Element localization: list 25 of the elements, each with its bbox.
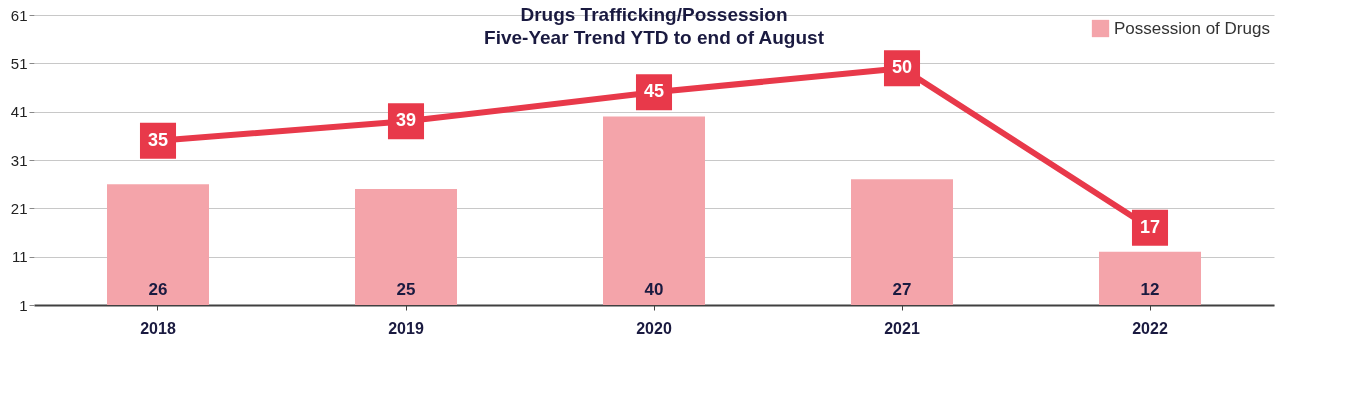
y-tick-label: 41 bbox=[10, 103, 28, 121]
data-label: 35 bbox=[147, 129, 169, 150]
y-tick-label: 21 bbox=[10, 199, 28, 217]
data-label: 12 bbox=[1140, 280, 1160, 299]
y-tick-label: 51 bbox=[10, 54, 28, 72]
data-label: 40 bbox=[644, 280, 664, 299]
data-label: 26 bbox=[148, 280, 168, 299]
x-tick-label: 2022 bbox=[1132, 319, 1168, 337]
x-tick-label: 2020 bbox=[636, 319, 672, 337]
y-tick-label: 61 bbox=[10, 6, 28, 24]
data-label: 17 bbox=[1139, 216, 1161, 237]
text: Five-Year Trend YTD to end of August bbox=[484, 27, 825, 48]
legend-label: Possession of Drugs bbox=[1114, 18, 1270, 38]
x-tick-label: 2018 bbox=[140, 319, 176, 337]
data-label: 39 bbox=[395, 110, 417, 131]
x-tick-label: 2019 bbox=[388, 319, 424, 337]
y-tick-label: 11 bbox=[11, 248, 28, 266]
data-label: 50 bbox=[891, 57, 913, 78]
data-label: 25 bbox=[396, 280, 416, 299]
x-tick-label: 2021 bbox=[884, 319, 920, 337]
y-tick-label: 1 bbox=[19, 296, 28, 314]
y-tick-label: 31 bbox=[10, 151, 28, 169]
data-label: 27 bbox=[892, 280, 912, 299]
chart-title: Drugs Trafficking/Possession bbox=[520, 4, 788, 25]
data-label: 45 bbox=[643, 81, 665, 102]
